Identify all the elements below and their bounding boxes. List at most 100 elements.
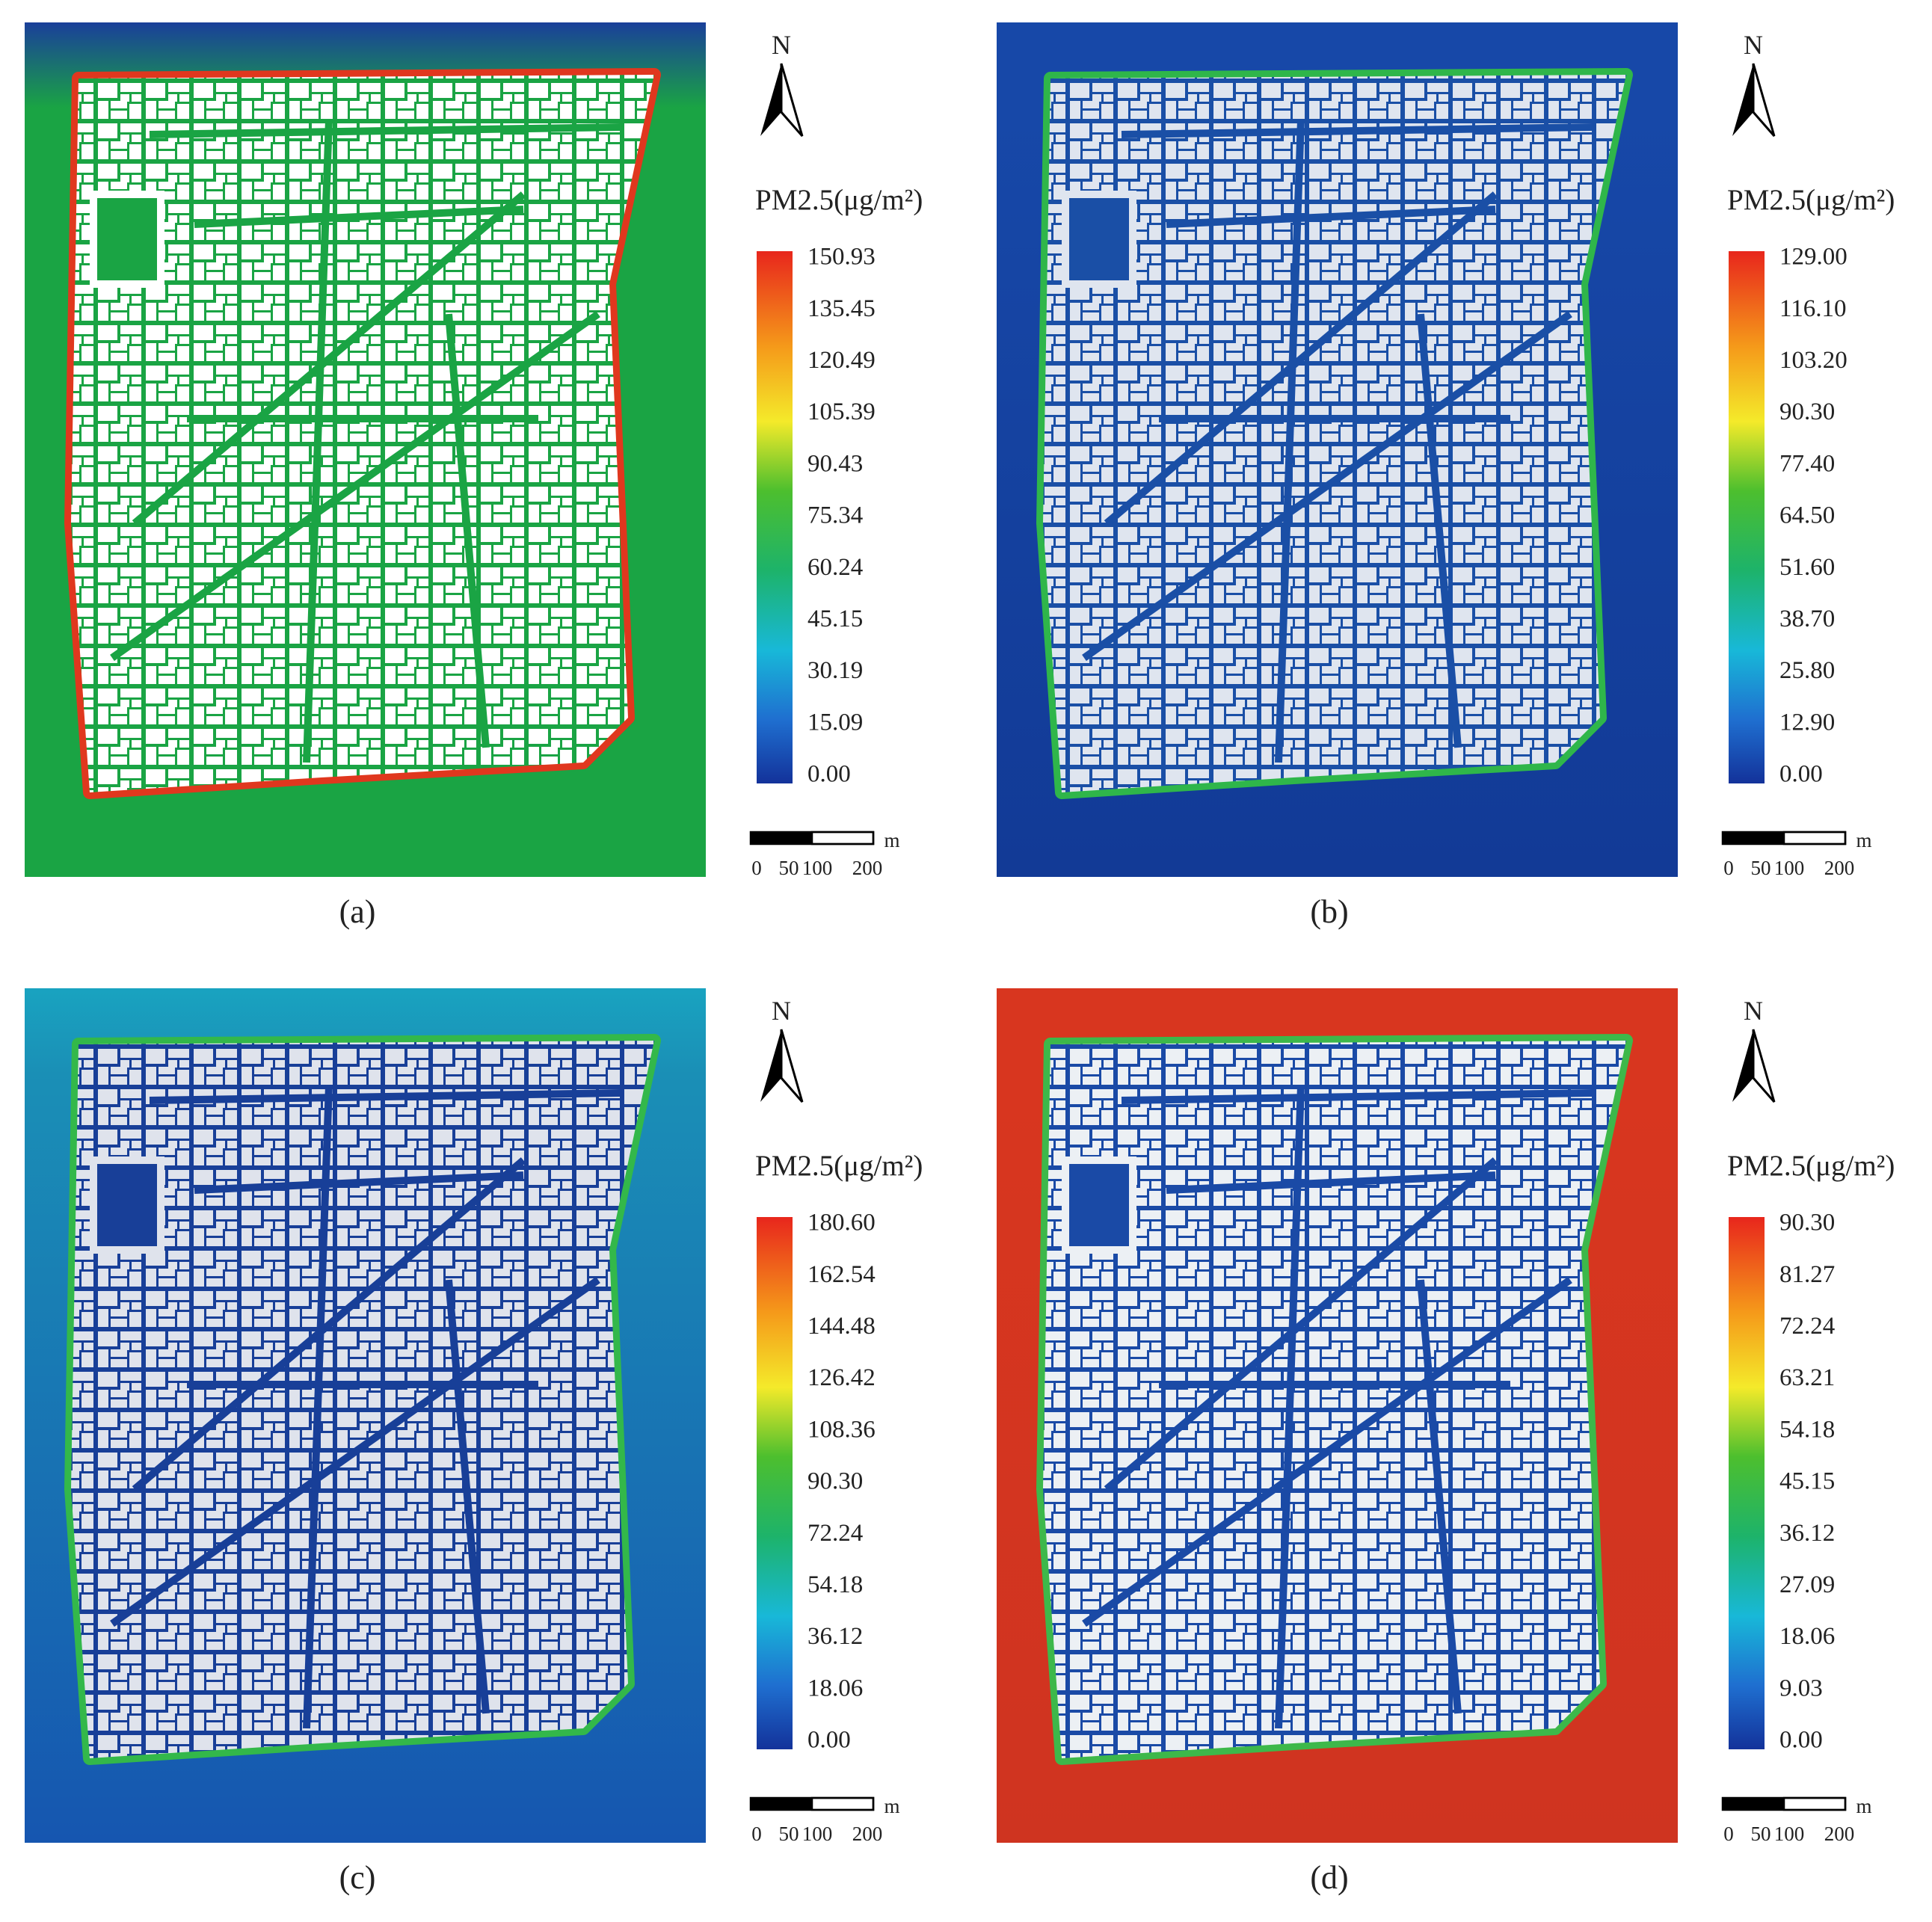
legend-tick-label: 77.40 xyxy=(1779,450,1835,477)
legend-tick-label: 27.09 xyxy=(1779,1571,1835,1598)
scale-bar-outline xyxy=(1721,1796,1847,1811)
street xyxy=(1121,1089,1593,1104)
scale-label: 50 xyxy=(779,1823,799,1845)
street xyxy=(303,1085,333,1729)
legend-tick-label: 64.50 xyxy=(1779,502,1835,529)
scale-bar-outline xyxy=(749,831,875,846)
legend-title: PM2.5(μg/m²) xyxy=(755,184,923,216)
street xyxy=(1166,206,1496,228)
legend-tick-label: 54.18 xyxy=(1779,1416,1835,1443)
compound xyxy=(90,1156,164,1254)
panel: N PM2.5(μg/m²) 90.30 81.27 72.24 63.21 54.18 45… xyxy=(997,988,1895,1896)
scale-label: 200 xyxy=(852,857,883,879)
scale-label: 0 xyxy=(1723,857,1734,879)
legend-tick-label: 18.06 xyxy=(1779,1623,1835,1650)
legend-tick-label: 60.24 xyxy=(807,554,863,581)
scale-bar-white xyxy=(1782,1796,1847,1811)
legend-tick-label: 162.54 xyxy=(807,1261,876,1288)
legend-tick-label: 90.43 xyxy=(807,450,863,477)
legend-tick-label: 180.60 xyxy=(807,1210,876,1236)
legend-tick-label: 108.36 xyxy=(807,1416,876,1443)
legend-tick-label: 30.19 xyxy=(807,657,863,684)
scale-unit: m xyxy=(884,829,899,851)
color-bar xyxy=(1729,251,1765,783)
panel: N PM2.5(μg/m²) 180.60 162.54 144.48 126.42 108… xyxy=(25,988,923,1896)
street xyxy=(1275,119,1305,763)
legend-title: PM2.5(μg/m²) xyxy=(1727,1150,1895,1182)
legend-tick-label: 144.48 xyxy=(807,1313,876,1340)
street xyxy=(1082,310,1572,662)
north-arrow-left xyxy=(1732,64,1753,136)
legend-tick-label: 51.60 xyxy=(1779,554,1835,581)
color-bar xyxy=(757,1217,793,1749)
street xyxy=(149,1089,621,1104)
north-arrow-left xyxy=(1732,1029,1753,1102)
legend-tick-label: 90.30 xyxy=(1779,398,1835,425)
street xyxy=(1417,1279,1462,1714)
scale-bar-black xyxy=(751,832,812,844)
legend-tick-label: 0.00 xyxy=(1779,761,1823,788)
legend-tick-label: 45.15 xyxy=(1779,1468,1835,1495)
legend-tick-label: 18.06 xyxy=(807,1675,863,1701)
scale-label: 200 xyxy=(1824,1823,1855,1845)
legend-tick-label: 0.00 xyxy=(807,1727,851,1754)
compound xyxy=(1062,191,1136,288)
legend-tick-label: 45.15 xyxy=(807,606,863,632)
legend-tick-label: 103.20 xyxy=(1779,347,1848,374)
legend-tick-label: 0.00 xyxy=(807,761,851,788)
scale-label: 50 xyxy=(1751,857,1771,879)
north-label: N xyxy=(1744,996,1763,1026)
legend-tick-label: 12.90 xyxy=(1779,709,1835,736)
scale-label: 100 xyxy=(1774,1823,1805,1845)
street xyxy=(110,1276,600,1627)
scale-label: 0 xyxy=(751,1823,762,1845)
street xyxy=(445,313,490,748)
legend-tick-label: 9.03 xyxy=(1779,1675,1823,1701)
street xyxy=(445,1279,490,1714)
scale-label: 50 xyxy=(779,857,799,879)
panel-label: (b) xyxy=(1310,893,1348,930)
street xyxy=(1121,123,1593,138)
street xyxy=(303,119,333,763)
scale-label: 0 xyxy=(751,857,762,879)
scale-label: 100 xyxy=(802,857,833,879)
scale-label: 100 xyxy=(802,1823,833,1845)
scale-bar-white xyxy=(810,1796,875,1811)
legend-tick-label: 90.30 xyxy=(807,1468,863,1495)
scale-bar-black xyxy=(1723,1798,1784,1810)
street xyxy=(194,1171,524,1194)
street xyxy=(149,123,621,138)
scale-bar-white xyxy=(1782,831,1847,846)
legend-tick-label: 150.93 xyxy=(807,244,876,271)
street xyxy=(1275,1085,1305,1729)
legend-tick-label: 90.30 xyxy=(1779,1210,1835,1236)
north-arrow-right xyxy=(780,63,804,137)
legend-tick-label: 54.18 xyxy=(807,1571,863,1598)
scale-bar-outline xyxy=(1721,831,1847,846)
legend-tick-label: 72.24 xyxy=(1779,1313,1835,1340)
scale-label: 0 xyxy=(1723,1823,1734,1845)
legend-tick-label: 0.00 xyxy=(1779,1727,1823,1754)
north-arrow-left xyxy=(760,64,781,136)
street xyxy=(132,191,526,526)
legend-tick-label: 129.00 xyxy=(1779,244,1848,271)
street xyxy=(1104,191,1498,526)
compound xyxy=(90,191,164,288)
map xyxy=(997,988,1678,1843)
panel: N PM2.5(μg/m²) 129.00 116.10 103.20 90.30 77.4… xyxy=(997,22,1895,930)
scale-label: 200 xyxy=(1824,857,1855,879)
scale-bar-black xyxy=(751,1798,812,1810)
north-label: N xyxy=(772,996,791,1026)
scale-bar-black xyxy=(1723,832,1784,844)
panel: N PM2.5(μg/m²) 150.93 135.45 120.49 105.39 90.… xyxy=(25,22,923,930)
legend-tick-label: 120.49 xyxy=(807,347,876,374)
color-bar xyxy=(1729,1217,1765,1749)
north-arrow-right xyxy=(1752,1029,1776,1103)
compound xyxy=(1062,1156,1136,1254)
legend-tick-label: 81.27 xyxy=(1779,1261,1835,1288)
panel-label: (c) xyxy=(339,1859,376,1896)
north-label: N xyxy=(772,30,791,60)
map xyxy=(25,988,706,1843)
scale-label: 50 xyxy=(1751,1823,1771,1845)
